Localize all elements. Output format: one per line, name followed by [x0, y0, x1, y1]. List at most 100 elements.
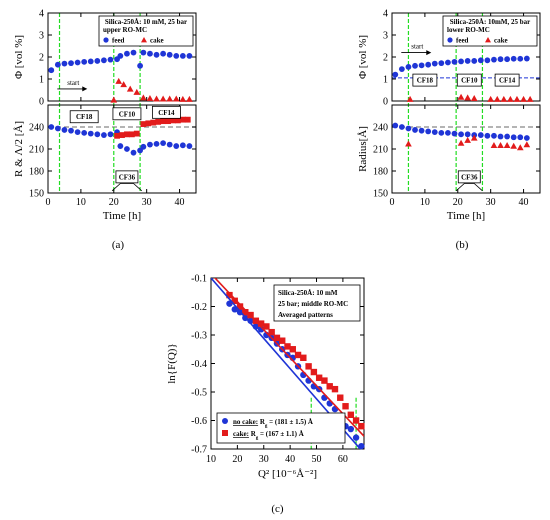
b-bottom-cake-point: [470, 134, 478, 141]
c-y-tick-label: -0.7: [191, 445, 207, 456]
a-top-cake-point: [120, 81, 127, 88]
a-bottom-feed-point: [117, 143, 124, 149]
b-top-feed-point: [458, 58, 464, 65]
a-bottom-cake-point: [165, 118, 171, 125]
c-cake-point: [310, 368, 318, 376]
a-legend-feed-marker: [103, 37, 109, 43]
c-x-tick-label: 10: [206, 454, 216, 465]
c-legend-label-prefix: cake:: [233, 430, 249, 438]
c-y-tick-label: -0.5: [191, 388, 207, 399]
a-x-axis-label: Time [h]: [103, 210, 141, 222]
b-bottom-feed-point: [464, 131, 471, 138]
b-bottom-cake-point: [457, 139, 465, 146]
a-bottom-feed-point: [107, 131, 114, 138]
b-label-cf10: CF10: [461, 77, 478, 85]
c-cake-point: [294, 351, 302, 359]
a-bottom-feed-point: [74, 129, 81, 136]
c-y-tick-label: -0.2: [191, 302, 207, 313]
c-cake-point: [284, 343, 291, 350]
b-x-axis-label: Time [h]: [447, 210, 485, 222]
a-bottom-cake-point: [119, 132, 125, 138]
a-top-feed-point: [124, 50, 130, 57]
a-bottom-y-axis-label: R & Λ/2 [Å]: [13, 121, 25, 177]
a-label-cf14-box: [151, 105, 181, 119]
a-bottom-cake-point: [179, 116, 186, 123]
c-cake-point: [263, 323, 270, 330]
a-label-cf36: CF36: [119, 173, 136, 181]
c-cake-point: [315, 374, 323, 381]
a-label-cf18: CF18: [76, 113, 93, 121]
b-bottom-y-axis-label: Radius[Å]: [357, 126, 369, 172]
a-start-arrow-head: [82, 86, 88, 92]
b-top-cake-point: [513, 95, 521, 102]
a-bottom-feed-point: [130, 149, 137, 156]
a-bottom-cake-point: [160, 118, 167, 125]
b-bottom-cake-point: [523, 141, 531, 148]
a-bottom-cake-point: [114, 132, 120, 139]
a-top-cake-point: [153, 95, 160, 102]
b-top-feed-point: [471, 58, 478, 64]
a-label-cf36-box: [115, 170, 139, 184]
a-bottom-x-tick-label: 0: [46, 197, 51, 208]
a-bottom-cake-point: [184, 116, 191, 123]
c-cake-point: [352, 417, 360, 424]
a-bottom-x-tick-label: 20: [109, 197, 119, 208]
a-top-feed-point: [130, 49, 137, 56]
b-legend-cake-marker: [485, 37, 491, 43]
b-top-feed-point: [510, 55, 517, 62]
b-top-feed-point: [464, 58, 471, 64]
b-bottom-feed-point: [491, 132, 497, 139]
b-top-y-tick-label: 4: [383, 9, 388, 20]
a-top-feed-point: [48, 67, 55, 74]
c-x-tick-label: 30: [259, 454, 269, 465]
a-top-feed-point: [173, 53, 180, 59]
c-y-tick-label: -0.6: [191, 416, 207, 427]
b-bottom-x-tick-label: 20: [453, 197, 463, 208]
c-cake-point: [226, 291, 233, 299]
c-cake-point: [257, 320, 265, 327]
b-bottom-cake-point: [464, 136, 471, 143]
c-x-tick-label: 20: [232, 454, 242, 465]
a-top-feed-point: [166, 51, 173, 58]
c-cake-point: [305, 363, 312, 370]
a-bottom-feed-point: [48, 124, 55, 130]
b-top-feed-point: [484, 57, 491, 64]
b-top-feed-point: [425, 61, 432, 68]
c-legend-label-prefix: no cake:: [233, 418, 258, 426]
a-bottom-x-tick-label: 10: [76, 197, 86, 208]
a-legend-feed-label: feed: [112, 37, 125, 45]
a-bottom-cake-point: [133, 130, 140, 137]
b-bottom-cake-point: [510, 142, 518, 149]
c-legend-label-rest: = (181 ± 1.5) Å: [267, 418, 313, 426]
a-top-feed-point: [107, 56, 114, 63]
a-bottom-cake-point: [170, 117, 176, 124]
b-bottom-x-tick-label: 30: [486, 197, 496, 208]
c-x-tick-label: 40: [285, 454, 295, 465]
b-label-cf18-box: [412, 73, 438, 87]
b-bottom-y-tick-label: 180: [373, 167, 388, 178]
a-top-feed-point: [137, 62, 143, 69]
b-top-y-tick-label: 0: [383, 97, 388, 108]
b-top-cake-point: [493, 95, 501, 102]
a-bottom-cake-point: [124, 131, 130, 138]
a-top-y-tick-label: 4: [39, 9, 44, 20]
a-top-cake-point: [186, 95, 193, 102]
a-top-y-tick-label: 1: [39, 75, 44, 86]
b-start-label: start: [411, 43, 423, 51]
a-bottom-feed-point: [94, 131, 101, 138]
a-top-y-tick-label: 3: [39, 31, 44, 42]
a-top-cake-point: [179, 95, 187, 102]
a-top-cake-point: [166, 95, 174, 102]
a-bottom-cake-point: [175, 117, 181, 124]
b-label-cf36-box: [457, 170, 481, 184]
b-top-y-tick-label: 1: [383, 75, 388, 86]
a-top-cake-point: [133, 88, 141, 95]
a-top-feed-point: [61, 60, 68, 67]
a-legend-subtitle: upper RO-MC: [103, 26, 147, 34]
b-top-feed-point: [398, 66, 405, 72]
a-bottom-y-tick-label: 240: [29, 123, 44, 134]
b-cf36-bracket: [455, 183, 483, 192]
a-top-feed-point: [87, 58, 94, 65]
b-top-feed-point: [405, 64, 412, 70]
